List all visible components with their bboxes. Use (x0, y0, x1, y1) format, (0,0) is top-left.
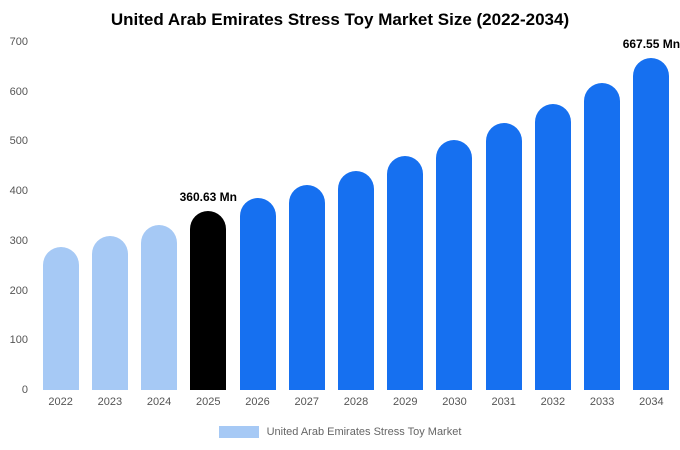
x-tick-label-2024: 2024 (146, 396, 172, 408)
y-tick-label: 700 (9, 36, 28, 48)
bar-2022 (42, 246, 79, 390)
bar-2025 (190, 210, 227, 390)
legend: United Arab Emirates Stress Toy Market (0, 426, 680, 438)
y-tick-label: 400 (9, 185, 28, 198)
bar-2028 (338, 171, 374, 390)
x-tick-label-2023: 2023 (97, 396, 123, 408)
bar-value-label: 667.55 Mn (622, 37, 680, 52)
x-tick-label-2026: 2026 (245, 396, 270, 408)
bar-2023 (91, 235, 128, 390)
bar-2026 (239, 198, 276, 390)
y-tick-label: 500 (9, 135, 28, 148)
y-tick-label: 0 (21, 384, 28, 396)
x-tick-label-2027: 2027 (294, 396, 320, 408)
chart-title: United Arab Emirates Stress Toy Market S… (110, 10, 570, 29)
x-axis: 2022 2023 2024 2025 2026 2027 2028 2029 2030 2031… (36, 396, 676, 412)
x-tick-label-2030: 2030 (442, 396, 467, 408)
x-tick-label-2028: 2028 (343, 396, 369, 408)
bar-2032 (534, 103, 571, 390)
bar-2030 (436, 140, 473, 390)
x-tick-label-2031: 2031 (491, 396, 516, 408)
bar-2031 (485, 122, 522, 390)
x-tick-label-2029: 2029 (392, 396, 418, 408)
bar-2033 (584, 83, 621, 390)
y-tick-label: 200 (9, 284, 28, 297)
bar-value-label: 360.63 Mn (179, 189, 237, 204)
x-tick-label-2034: 2034 (639, 396, 664, 408)
y-tick-label: 300 (9, 234, 28, 247)
x-tick-label-2032: 2032 (540, 396, 566, 408)
x-tick-label-2025: 2025 (196, 396, 221, 408)
bar-2029 (387, 156, 424, 390)
y-tick-label: 100 (9, 334, 28, 347)
bar-2027 (288, 185, 325, 390)
y-axis: 0 100 200 300 400 500 600 700 (0, 36, 30, 396)
bar-2034 (633, 58, 670, 390)
plot-area: 360.63 Mn 667.55 Mn (36, 37, 680, 390)
x-tick-label-2022: 2022 (48, 396, 73, 408)
legend-label: United Arab Emirates Stress Toy Market (266, 426, 462, 438)
legend-swatch-icon (218, 426, 259, 438)
x-tick-label-2033: 2033 (589, 396, 615, 408)
bar-2024 (141, 224, 178, 390)
y-tick-label: 600 (9, 85, 28, 98)
